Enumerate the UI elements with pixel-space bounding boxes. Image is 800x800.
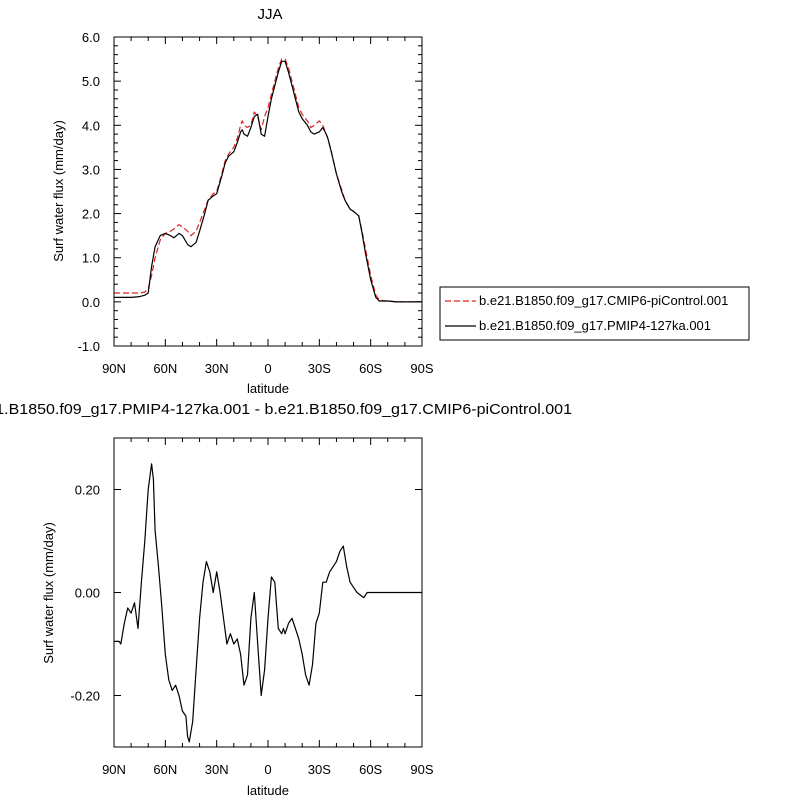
top-y-tick-label: 2.0: [82, 207, 100, 222]
top-series-line-1: [114, 60, 422, 303]
bottom-x-axis-title: latitude: [247, 783, 289, 798]
top-x-tick-label: 60S: [359, 361, 382, 376]
top-y-tick-label: -1.0: [78, 339, 100, 354]
top-y-tick-label: 1.0: [82, 251, 100, 266]
bottom-y-axis-title: Surf water flux (mm/day): [41, 522, 56, 664]
top-chart-title: JJA: [257, 6, 282, 23]
top-y-axis-title: Surf water flux (mm/day): [51, 120, 66, 262]
top-x-tick-label: 30S: [308, 361, 331, 376]
top-x-axis-title: latitude: [247, 381, 289, 396]
bottom-y-tick-label: 0.20: [75, 483, 100, 498]
top-x-tick-label: 60N: [153, 361, 177, 376]
top-chart-panel: JJA Surf water flux (mm/day) latitude 90…: [51, 6, 434, 396]
bottom-x-tick-label: 30N: [205, 762, 229, 777]
bottom-plot-area: [114, 463, 422, 743]
bottom-x-tick-label: 90N: [102, 762, 126, 777]
bottom-chart-title: b.e21.B1850.f09_g17.PMIP4-127ka.001 - b.…: [0, 401, 572, 418]
top-x-tick-label: 90S: [410, 361, 433, 376]
top-axes: 90N 60N 30N 0 30S 60S 90S -1.0 0.0 1.0 2.0 3.0 4.0 5.…: [78, 30, 434, 376]
top-x-tick-label: 0: [264, 361, 271, 376]
bottom-x-tick-label: 0: [264, 762, 271, 777]
bottom-chart-panel: b.e21.B1850.f09_g17.PMIP4-127ka.001 - b.…: [0, 401, 572, 798]
top-x-tick-label: 90N: [102, 361, 126, 376]
bottom-plot-frame: [113, 437, 423, 748]
top-y-tick-label: 4.0: [82, 118, 100, 133]
top-x-tick-label: 30N: [205, 361, 229, 376]
top-y-tick-label: 3.0: [82, 162, 100, 177]
bottom-x-tick-label: 60S: [359, 762, 382, 777]
top-y-tick-label: 6.0: [82, 30, 100, 45]
legend-label-127ka: b.e21.B1850.f09_g17.PMIP4-127ka.001: [479, 318, 711, 333]
bottom-series-line-0: [114, 463, 422, 743]
legend-box: [439, 286, 750, 341]
bottom-x-tick-label: 90S: [410, 762, 433, 777]
top-y-tick-label: 0.0: [82, 295, 100, 310]
bottom-y-tick-label: 0.00: [75, 586, 100, 601]
top-series-line-0: [114, 58, 422, 303]
top-y-tick-label: 5.0: [82, 74, 100, 89]
bottom-x-tick-label: 60N: [153, 762, 177, 777]
legend-label-piControl: b.e21.B1850.f09_g17.CMIP6-piControl.001: [479, 293, 728, 308]
bottom-y-tick-label: -0.20: [70, 689, 100, 704]
bottom-x-tick-label: 30S: [308, 762, 331, 777]
top-plot-area: [114, 58, 422, 303]
top-plot-frame: [113, 36, 423, 347]
legend: b.e21.B1850.f09_g17.CMIP6-piControl.001 …: [439, 286, 750, 341]
